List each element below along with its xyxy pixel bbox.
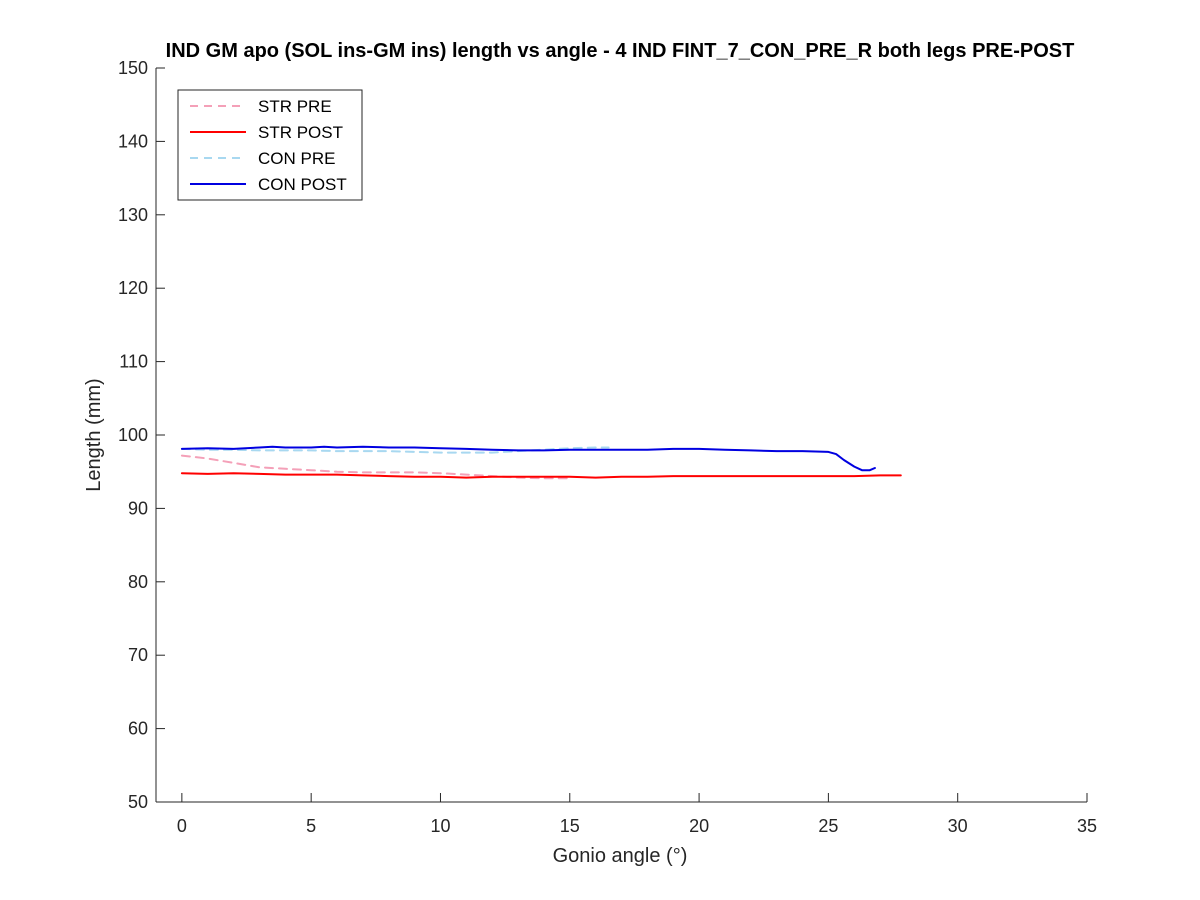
- series-group: [180, 445, 902, 480]
- legend-label: STR PRE: [258, 97, 332, 116]
- x-tick-label: 30: [948, 816, 968, 836]
- y-tick-label: 150: [118, 58, 148, 78]
- x-tick-label: 10: [430, 816, 450, 836]
- x-tick-label: 15: [560, 816, 580, 836]
- chart-title: IND GM apo (SOL ins-GM ins) length vs an…: [166, 40, 1075, 62]
- legend: STR PRE STR POST CON PRE CON POST: [177, 89, 363, 201]
- y-axis-label: Length (mm): [83, 378, 105, 491]
- x-tick-label: 0: [177, 816, 187, 836]
- x-tick-label: 20: [689, 816, 709, 836]
- y-axis: 50 60 70 80 90 100 110 120 130 140 150: [118, 58, 165, 812]
- x-tick-label: 35: [1077, 816, 1097, 836]
- legend-label: STR POST: [258, 123, 343, 142]
- series-line-str-post: [180, 472, 902, 479]
- y-tick-label: 140: [118, 131, 148, 151]
- y-tick-label: 90: [128, 498, 148, 518]
- y-tick-label: 50: [128, 792, 148, 812]
- y-tick-label: 120: [118, 278, 148, 298]
- x-tick-label: 25: [818, 816, 838, 836]
- y-tick-label: 80: [128, 572, 148, 592]
- series-line-con-post: [180, 445, 876, 472]
- legend-label: CON POST: [258, 175, 347, 194]
- y-tick-label: 130: [118, 205, 148, 225]
- y-tick-label: 110: [119, 352, 148, 372]
- y-tick-label: 100: [118, 425, 148, 445]
- x-axis: 0 5 10 15 20 25 30 35: [156, 793, 1097, 836]
- legend-box: [177, 89, 363, 201]
- y-tick-label: 60: [128, 719, 148, 739]
- y-tick-label: 70: [128, 645, 148, 665]
- x-axis-label: Gonio angle (°): [553, 845, 688, 867]
- x-tick-label: 5: [306, 816, 316, 836]
- legend-label: CON PRE: [258, 149, 335, 168]
